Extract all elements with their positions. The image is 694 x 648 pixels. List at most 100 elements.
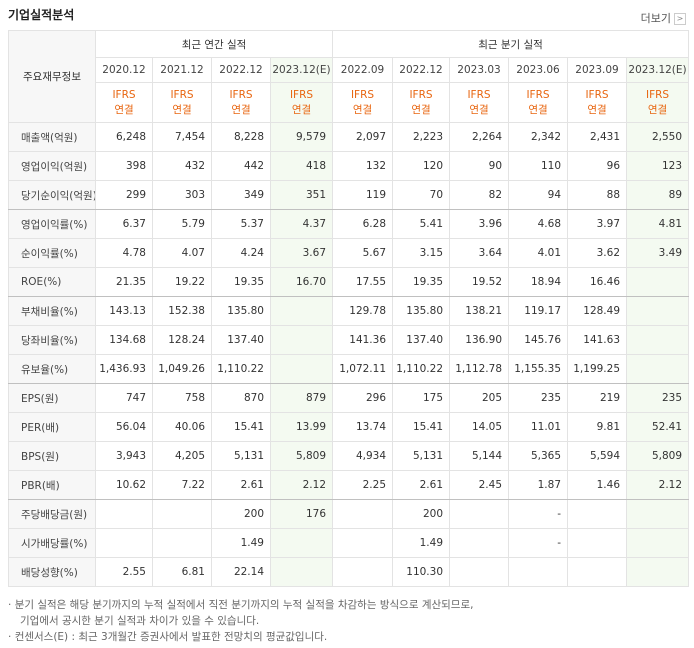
cell: 2,097 (332, 122, 394, 152)
cell: 6.81 (152, 557, 212, 587)
more-link-text[interactable]: 더보기 (640, 12, 671, 25)
accounting-standard: IFRS (170, 88, 194, 101)
cell: 82 (449, 180, 510, 210)
cell: 1,199.25 (567, 354, 628, 384)
cell: 94 (508, 180, 569, 210)
cell: 120 (392, 151, 451, 181)
more-arrow[interactable]: > (674, 13, 686, 25)
cell: 135.80 (211, 296, 271, 326)
period-header: 2022.12 (211, 57, 271, 83)
header-row: 2020.12 2021.12 2022.12 2023.12(E) 2022.09 20… (9, 57, 690, 83)
data-row: 시가배당률(%) 1.49 1.49 - (8, 528, 690, 558)
cell: 9,579 (269, 122, 334, 152)
period-header: 2022.12 (392, 57, 451, 83)
cell: 123 (626, 151, 690, 181)
cell: 15.41 (211, 412, 271, 442)
cell: 152.38 (152, 296, 212, 326)
cell: 4.78 (95, 238, 153, 268)
cell: 1,436.93 (95, 354, 153, 384)
cell: 3.96 (449, 209, 510, 239)
note: 기업에서 공시한 분기 실적과 차이가 있을 수 있습니다. (8, 613, 473, 629)
data-row: 매출액(억원) 6,248 7,454 8,228 9,579 2,097 2,223 2,2… (8, 122, 690, 152)
cell: 5,809 (269, 441, 334, 471)
cell: 22.14 (211, 557, 271, 587)
cell: 758 (152, 383, 212, 413)
cell: 5,144 (449, 441, 510, 471)
cell: 2.12 (269, 470, 334, 500)
header-row: IFRS 연결 IFRS 연결 IFRS 연결 IFRS 연결 IFRS 연결 IFRS 연결 IFRS… (9, 82, 690, 123)
data-row: PER(배) 56.04 40.06 15.41 13.99 13.74 15.41 14.0… (8, 412, 690, 442)
cell: 141.63 (567, 325, 628, 355)
basis-header: IFRS 연결 (449, 82, 510, 123)
row-label: 당좌비율(%) (8, 325, 96, 355)
cell (449, 528, 510, 558)
accounting-standard: IFRS (526, 88, 550, 101)
cell: 4.68 (508, 209, 569, 239)
cell (626, 325, 690, 355)
data-row: 영업이익률(%) 6.37 5.79 5.37 4.37 6.28 5.41 3.96 4.68… (8, 209, 690, 239)
cell: 3.15 (392, 238, 451, 268)
cell: 129.78 (332, 296, 394, 326)
cell (269, 557, 334, 587)
cell: 7,454 (152, 122, 212, 152)
cell (332, 528, 394, 558)
note-text: 컨센서스(E) : 최근 3개월간 증권사에서 발표한 전망치의 평균값입니다. (14, 631, 328, 643)
notes: · 분기 실적은 해당 분기까지의 누적 실적에서 직전 분기까지의 누적 실적… (8, 597, 473, 645)
cell: 15.41 (392, 412, 451, 442)
cell (626, 267, 690, 297)
cell: 5,594 (567, 441, 628, 471)
accounting-standard: IFRS (467, 88, 491, 101)
cell (508, 557, 569, 587)
cell: 2,431 (567, 122, 628, 152)
cell: 1,049.26 (152, 354, 212, 384)
consolidation: 연결 (528, 103, 548, 116)
basis-header: IFRS 연결 (269, 82, 334, 123)
cell: 7.22 (152, 470, 212, 500)
cell: 17.55 (332, 267, 394, 297)
cell: 13.74 (332, 412, 394, 442)
cell: 21.35 (95, 267, 153, 297)
cell: 2,550 (626, 122, 690, 152)
row-label: 영업이익(억원) (8, 151, 96, 181)
cell (152, 499, 212, 529)
cell: 8,228 (211, 122, 271, 152)
cell: 3,943 (95, 441, 153, 471)
cell: 1,072.11 (332, 354, 394, 384)
accounting-standard: IFRS (585, 88, 609, 101)
row-label: ROE(%) (8, 267, 96, 297)
data-row: 순이익률(%) 4.78 4.07 4.24 3.67 5.67 3.15 3.64 4.01 3… (8, 238, 690, 268)
cell: 2.25 (332, 470, 394, 500)
group-header: 최근 분기 실적 (332, 30, 690, 58)
cell: 136.90 (449, 325, 510, 355)
cell: 4.07 (152, 238, 212, 268)
cell: 1,112.78 (449, 354, 510, 384)
cell (95, 499, 153, 529)
cell: 4.81 (626, 209, 690, 239)
cell: 200 (392, 499, 451, 529)
more-link[interactable]: 더보기 > (641, 10, 686, 26)
accounting-standard: IFRS (409, 88, 433, 101)
cell: 19.22 (152, 267, 212, 297)
cell (449, 499, 510, 529)
row-label: 배당성향(%) (8, 557, 96, 587)
consolidation: 연결 (231, 103, 251, 116)
cell: 89 (626, 180, 690, 210)
group-header: 최근 연간 실적 (94, 30, 334, 58)
accounting-standard: IFRS (112, 88, 136, 101)
cell: 110.30 (392, 557, 451, 587)
cell: 2,342 (508, 122, 569, 152)
basis-header: IFRS 연결 (508, 82, 569, 123)
data-row: 부채비율(%) 143.13 152.38 135.80 129.78 135.80 138… (8, 296, 690, 326)
cell: 19.35 (211, 267, 271, 297)
accounting-standard: IFRS (350, 88, 375, 101)
cell: 90 (449, 151, 510, 181)
data-row: 배당성향(%) 2.55 6.81 22.14 110.30 (8, 557, 690, 587)
cell: 3.67 (269, 238, 334, 268)
consolidation: 연결 (469, 103, 489, 116)
cell: 219 (567, 383, 628, 413)
row-label: PER(배) (8, 412, 96, 442)
cell: 3.49 (626, 238, 690, 268)
cell (269, 354, 334, 384)
row-label: 매출액(억원) (8, 122, 96, 152)
data-row: 당좌비율(%) 134.68 128.24 137.40 141.36 137.40 136… (8, 325, 690, 355)
